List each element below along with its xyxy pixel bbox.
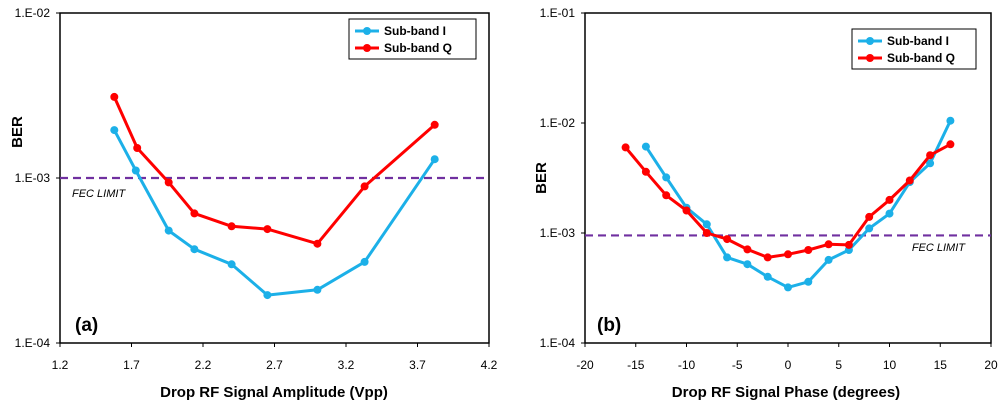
data-point-sub-band-i <box>926 159 935 168</box>
data-point-sub-band-i <box>313 285 322 294</box>
data-point-sub-band-q <box>263 225 272 234</box>
data-point-sub-band-q <box>110 92 119 101</box>
data-point-sub-band-q <box>641 167 650 176</box>
data-point-sub-band-i <box>110 126 119 135</box>
x-tick-label: 0 <box>785 358 792 372</box>
data-point-sub-band-i <box>804 277 813 286</box>
panel-label: (a) <box>75 315 98 336</box>
data-point-sub-band-q <box>885 195 894 204</box>
data-point-sub-band-q <box>621 143 630 152</box>
x-tick-label: -5 <box>732 358 743 372</box>
x-tick-label: 10 <box>883 358 897 372</box>
x-tick-label: -15 <box>627 358 645 372</box>
data-point-sub-band-i <box>702 220 711 229</box>
chart-panel-1: 1.2 1.7 2.2 2.7 3.2 3.7 4.2 1.E-04 1.E-03 1.E-02 D… <box>9 6 498 401</box>
data-point-sub-band-q <box>946 140 955 149</box>
data-point-sub-band-q <box>430 120 439 129</box>
data-point-sub-band-i <box>763 272 772 281</box>
data-point-sub-band-i <box>723 253 732 262</box>
data-point-sub-band-q <box>313 239 322 248</box>
data-point-sub-band-i <box>227 260 236 269</box>
legend-label: Sub-band Q <box>384 41 452 55</box>
x-tick-label: 20 <box>984 358 998 372</box>
data-point-sub-band-q <box>804 246 813 254</box>
x-tick-label: 5 <box>835 358 842 372</box>
legend-box <box>851 28 977 70</box>
data-point-sub-band-i <box>360 257 369 266</box>
data-point-sub-band-q <box>360 182 369 191</box>
legend-swatch-marker <box>866 54 874 62</box>
legend-swatch-marker <box>363 27 371 35</box>
data-point-sub-band-q <box>702 229 711 237</box>
data-point-sub-band-i <box>885 209 894 218</box>
data-point-sub-band-i <box>784 283 792 292</box>
x-axis-title: Drop RF Signal Amplitude (Vpp) <box>160 384 388 401</box>
x-tick-label: 1.2 <box>52 358 69 372</box>
x-tick-label: 15 <box>934 358 948 372</box>
legend-label: Sub-band Q <box>887 51 955 65</box>
data-point-sub-band-i <box>641 142 650 151</box>
legend-box <box>348 18 477 60</box>
series-line-sub-band-i <box>644 119 952 289</box>
data-point-sub-band-q <box>682 206 691 215</box>
x-tick-label: -20 <box>576 358 594 372</box>
x-tick-label: 4.2 <box>481 358 498 372</box>
data-point-sub-band-i <box>131 166 140 175</box>
data-point-sub-band-q <box>164 178 173 187</box>
legend-swatch-marker <box>363 44 371 52</box>
y-tick-label: 1.E-04 <box>15 336 51 350</box>
y-tick-label: 1.E-01 <box>540 6 576 20</box>
data-point-sub-band-i <box>263 291 272 300</box>
legend-label: Sub-band I <box>887 34 949 48</box>
y-axis-title: BER <box>9 116 26 148</box>
data-point-sub-band-i <box>190 245 199 254</box>
x-tick-label: 3.7 <box>409 358 426 372</box>
data-point-sub-band-q <box>865 212 874 221</box>
x-tick-label: 2.7 <box>266 358 283 372</box>
x-tick-label: 2.2 <box>195 358 212 372</box>
legend-label: Sub-band I <box>384 24 446 38</box>
data-point-sub-band-i <box>743 260 752 269</box>
data-point-sub-band-i <box>430 155 439 164</box>
data-point-sub-band-q <box>784 250 792 259</box>
data-point-sub-band-q <box>190 209 199 218</box>
data-point-sub-band-q <box>824 240 833 249</box>
data-point-sub-band-q <box>926 151 935 160</box>
y-tick-label: 1.E-02 <box>540 116 576 130</box>
data-point-sub-band-i <box>824 255 833 264</box>
y-tick-label: 1.E-02 <box>15 6 51 20</box>
panel-label: (b) <box>597 315 621 336</box>
data-point-sub-band-q <box>743 245 752 254</box>
y-axis-title: BER <box>533 162 550 194</box>
data-point-sub-band-i <box>662 173 671 182</box>
data-point-sub-band-q <box>227 222 236 231</box>
x-tick-label: 1.7 <box>123 358 140 372</box>
data-point-sub-band-q <box>133 144 142 152</box>
x-tick-label: -10 <box>678 358 696 372</box>
chart-panel-2: -20 -15 -10 -5 0 5 10 15 20 1.E-04 1.E-03 1.E-02 1.E… <box>533 6 998 401</box>
data-point-sub-band-i <box>946 116 955 125</box>
legend-swatch-marker <box>866 37 874 45</box>
x-tick-label: 3.2 <box>338 358 355 372</box>
y-tick-label: 1.E-03 <box>15 171 51 185</box>
x-axis-title: Drop RF Signal Phase (degrees) <box>672 384 900 401</box>
fec-limit-label: FEC LIMIT <box>912 242 966 254</box>
data-point-sub-band-q <box>763 253 772 262</box>
data-point-sub-band-q <box>844 240 853 249</box>
data-point-sub-band-i <box>865 224 874 233</box>
fec-limit-label: FEC LIMIT <box>72 188 126 200</box>
data-point-sub-band-q <box>723 235 732 244</box>
y-tick-label: 1.E-03 <box>540 226 576 240</box>
data-point-sub-band-i <box>164 226 173 235</box>
data-point-sub-band-q <box>905 176 914 185</box>
y-tick-label: 1.E-04 <box>540 336 576 350</box>
data-point-sub-band-q <box>662 191 671 200</box>
